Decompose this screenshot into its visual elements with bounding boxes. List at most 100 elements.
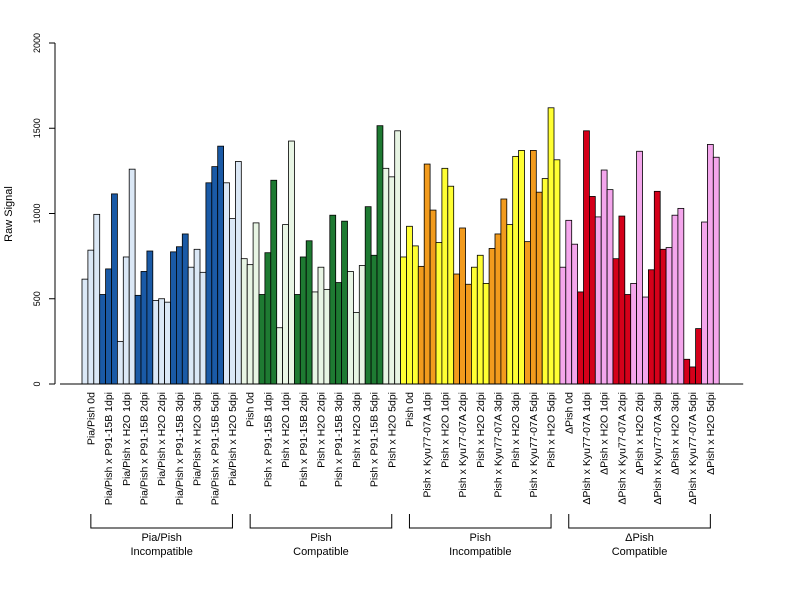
- category-label: Pia/Pish x P91-15B 3dpi: [174, 392, 186, 505]
- bar: [293, 294, 301, 385]
- bar: [712, 156, 720, 385]
- bar: [370, 254, 378, 385]
- bar: [175, 246, 183, 385]
- bar-group: [170, 233, 189, 385]
- bar: [707, 144, 714, 385]
- bar: [559, 266, 567, 385]
- bracket-line: [249, 514, 393, 529]
- bar: [553, 159, 561, 385]
- bar-group: [364, 125, 384, 385]
- bar: [447, 185, 455, 385]
- bar: [276, 327, 284, 385]
- bracket-line: [408, 514, 552, 529]
- category-label: Pish x H2O 1dpi: [280, 392, 292, 468]
- y-axis-title: Raw Signal: [3, 186, 15, 242]
- bar: [364, 206, 372, 385]
- group-label: Pia/Pish: [141, 532, 181, 544]
- bar: [411, 245, 419, 385]
- category-label: Pia/Pish x H2O 2dpi: [156, 392, 168, 486]
- bar: [423, 163, 431, 385]
- bar: [535, 191, 543, 385]
- bar: [459, 227, 466, 385]
- bar: [589, 196, 596, 385]
- bar-group: [506, 150, 525, 385]
- bar: [482, 283, 490, 385]
- bar: [288, 140, 295, 385]
- group-bracket: ΔPish Compatible: [568, 514, 711, 558]
- bar: [624, 294, 632, 385]
- category-label: Pia/Pish 0d: [85, 392, 97, 445]
- bar-group: [276, 140, 295, 385]
- bar: [642, 296, 649, 385]
- category-label: Pish x H2O 5dpi: [386, 392, 398, 468]
- bar: [518, 150, 525, 385]
- bar: [122, 256, 130, 385]
- bar: [246, 264, 254, 385]
- bar: [565, 219, 573, 385]
- bar: [606, 189, 614, 385]
- bar: [382, 167, 390, 385]
- bar: [435, 242, 443, 385]
- bar: [636, 150, 643, 385]
- bars: [81, 107, 720, 385]
- bar: [695, 328, 702, 385]
- bar: [270, 179, 278, 385]
- bar: [87, 249, 95, 385]
- bar: [99, 294, 106, 385]
- y-tick-label: 1500: [32, 118, 42, 138]
- bar-group: [577, 130, 596, 385]
- bar: [164, 301, 171, 385]
- category-label: Pia/Pish x H2O 3dpi: [192, 392, 204, 486]
- category-label: Pish x P91-15B 5dpi: [369, 392, 381, 487]
- category-label: Pia/Pish x P91-15B 1dpi: [103, 392, 115, 505]
- category-label: Pish x Kyu77-07A 3dpi: [492, 392, 504, 498]
- category-label: Pia/Pish x P91-15B 2dpi: [138, 392, 150, 505]
- bar: [594, 216, 602, 385]
- bar: [140, 271, 148, 385]
- bar: [258, 294, 266, 385]
- bar-group: [524, 150, 543, 385]
- bar: [453, 273, 461, 385]
- bar: [105, 268, 112, 385]
- bar-group: [205, 145, 224, 385]
- bar-group: [541, 107, 561, 385]
- category-label: ΔPish x Kyu77-07A 1dpi: [581, 392, 593, 505]
- bar-group: [99, 193, 118, 385]
- bar: [671, 214, 679, 385]
- bar: [659, 248, 667, 385]
- bar-group: [683, 328, 702, 385]
- y-tick-label: 0: [32, 381, 42, 386]
- y-tick-label: 500: [32, 291, 42, 306]
- category-label: ΔPish x Kyu77-07A 2dpi: [616, 392, 628, 505]
- bar-group: [453, 227, 472, 385]
- bar: [388, 176, 396, 385]
- bar-group: [223, 161, 242, 385]
- category-label: ΔPish x H2O 1dpi: [599, 392, 611, 475]
- group-bracket: Pia/Pish Incompatible: [90, 514, 233, 558]
- bar: [252, 222, 260, 385]
- category-label: Pish x P91-15B 3dpi: [333, 392, 345, 487]
- bar-group: [117, 168, 136, 385]
- group-label: ΔPish: [625, 532, 654, 544]
- category-label: Pia/Pish x P91-15B 5dpi: [209, 392, 221, 505]
- group-label: Compatible: [612, 546, 668, 558]
- y-tick-label: 1000: [32, 203, 42, 223]
- bar-group: [329, 214, 348, 385]
- category-label: Pia/Pish x H2O 5dpi: [227, 392, 239, 486]
- bar: [630, 283, 638, 385]
- bar-group: [134, 250, 154, 385]
- category-label: ΔPish x H2O 3dpi: [669, 392, 681, 475]
- group-bracket: Pish Compatible: [249, 514, 393, 558]
- bar: [577, 291, 584, 385]
- bar: [81, 278, 89, 385]
- category-label: Pish 0d: [245, 392, 257, 427]
- bar-group: [612, 215, 632, 385]
- bar: [400, 256, 407, 385]
- bar: [223, 182, 230, 385]
- bar-group: [152, 298, 171, 385]
- bar: [689, 366, 697, 385]
- bar: [494, 233, 502, 385]
- bar: [683, 358, 691, 385]
- category-label: ΔPish x H2O 2dpi: [634, 392, 646, 475]
